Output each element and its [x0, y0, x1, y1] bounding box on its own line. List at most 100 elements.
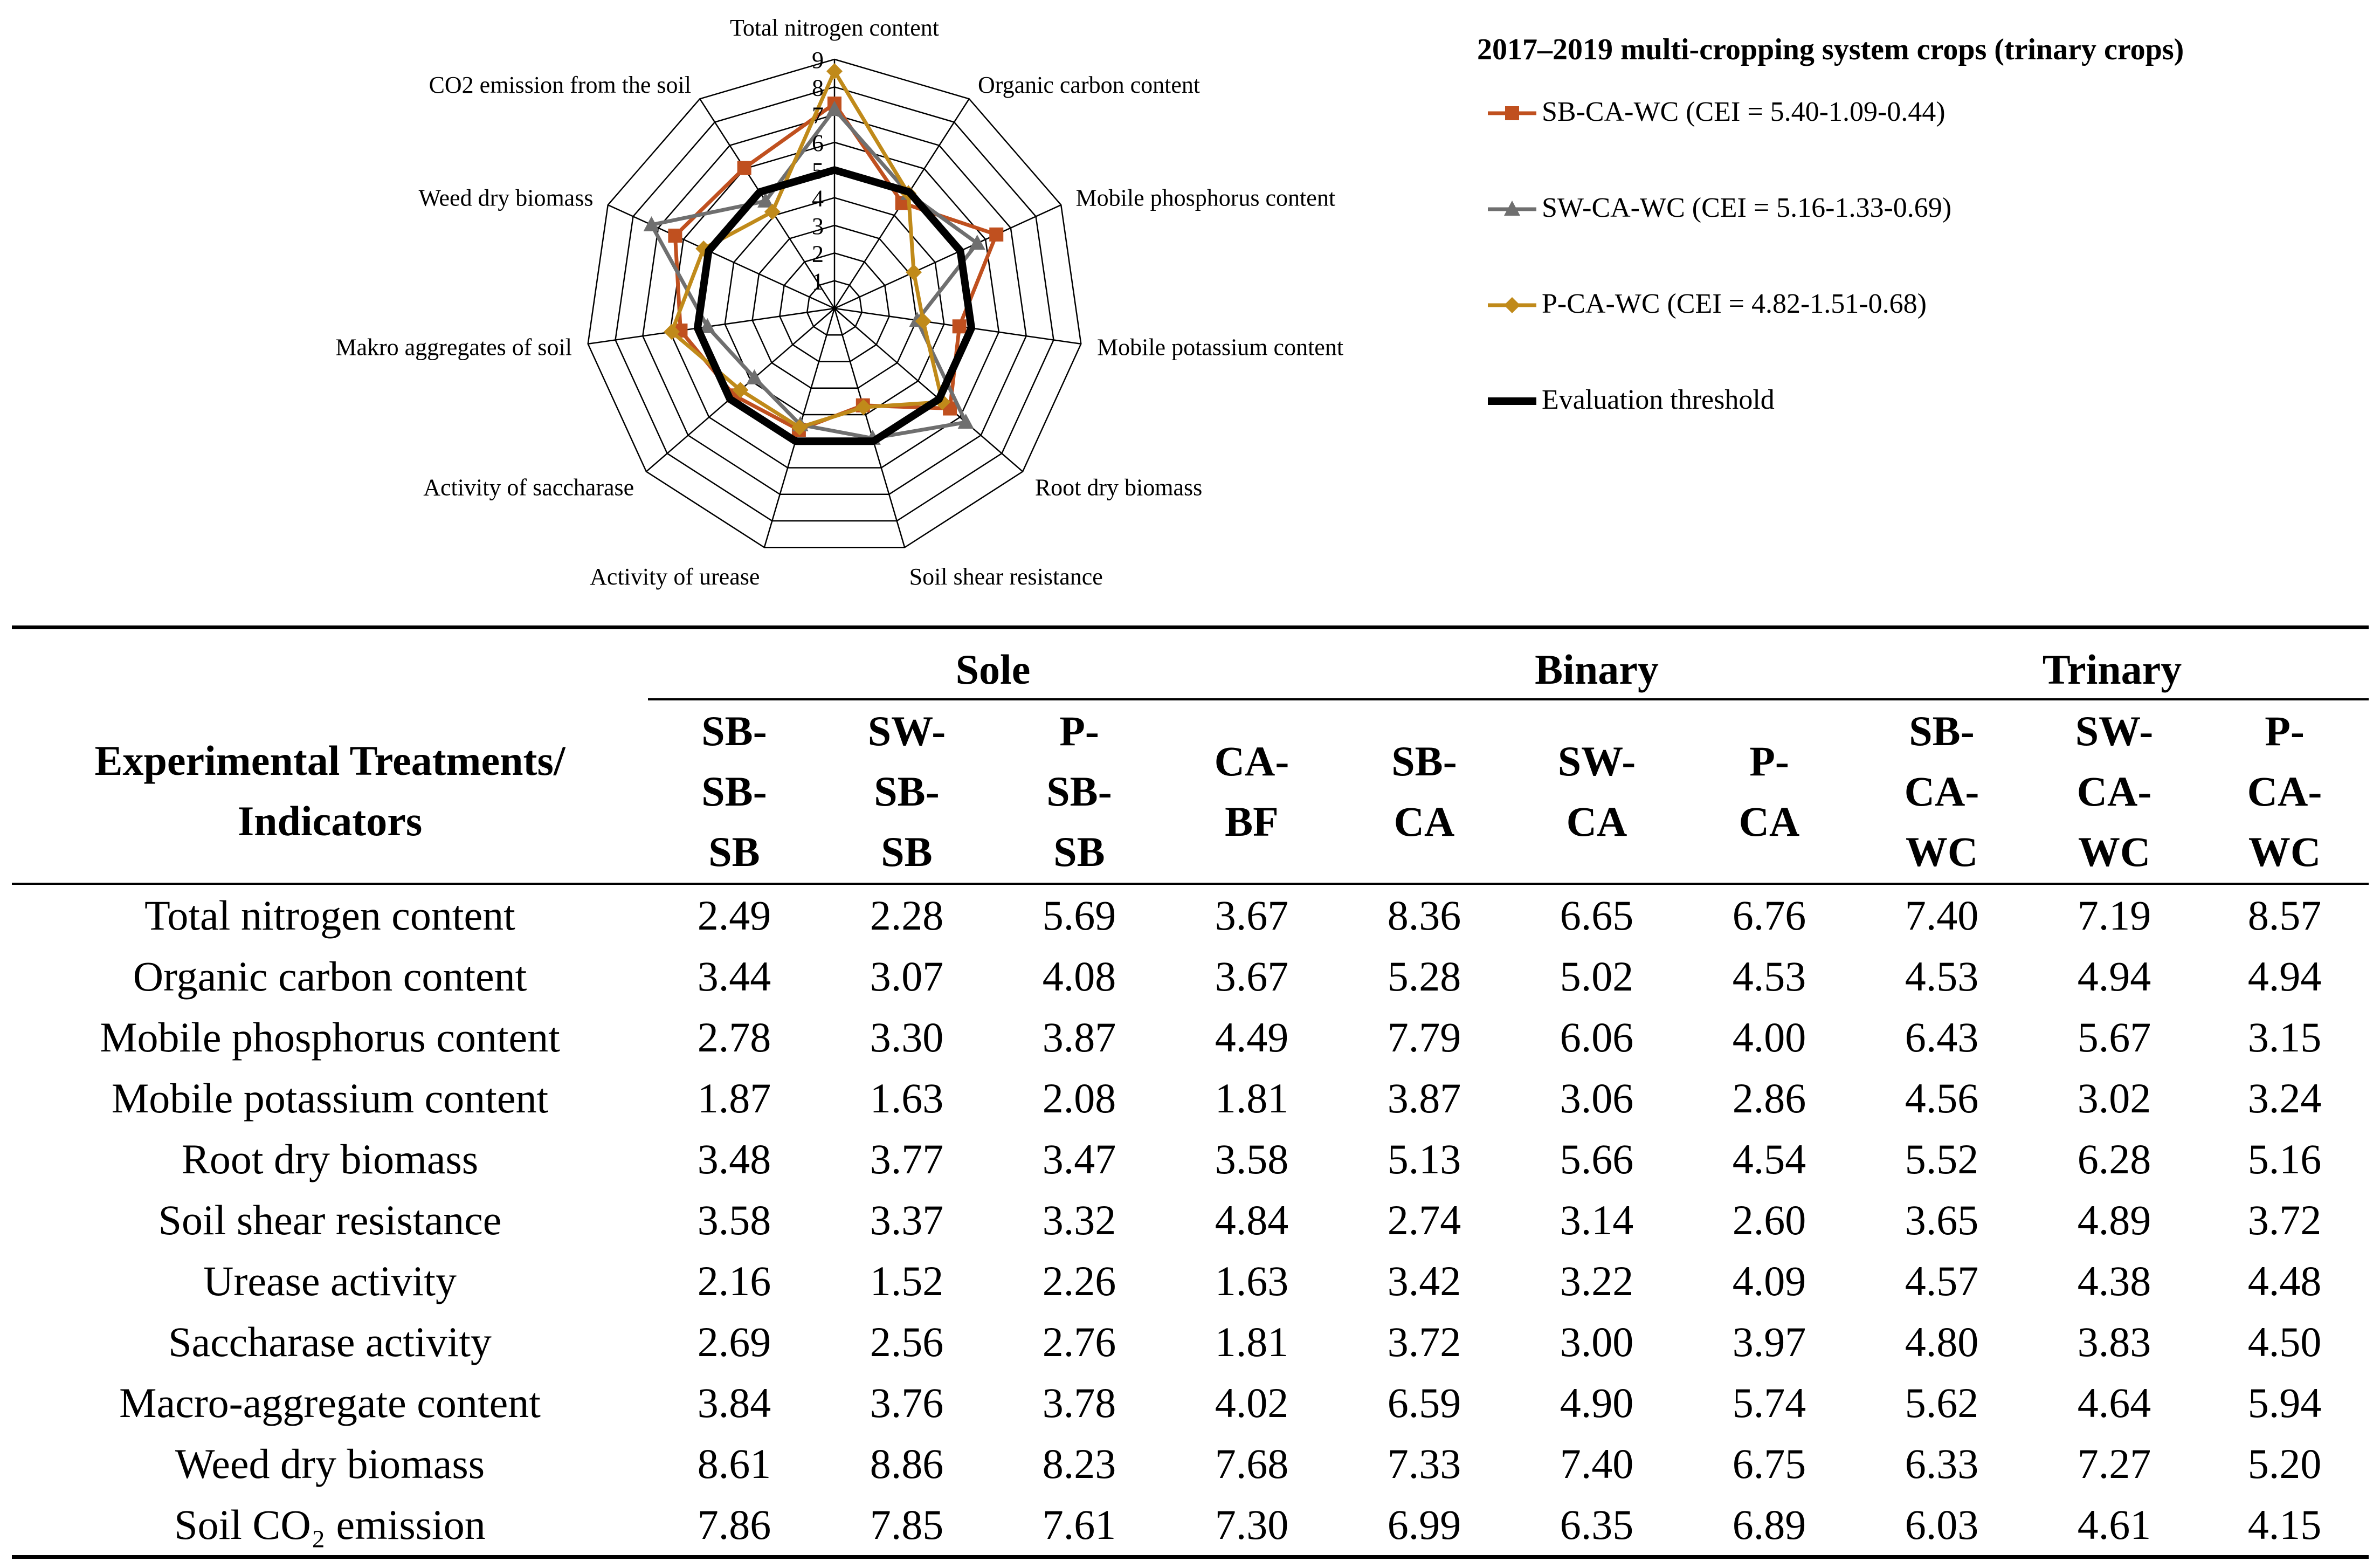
radar-grid: [587, 58, 1082, 548]
legend-symbol-2: [1488, 297, 1536, 313]
axis-label-makro-aggregates-of-soil: Makro aggregates of soil: [335, 334, 572, 360]
table-cell: 4.53: [1732, 952, 1806, 1000]
table-cell: 3.00: [1560, 1318, 1634, 1365]
table-cell: 3.58: [1215, 1135, 1289, 1182]
col-header-sw-ca-wc: SW- CA- WC: [2028, 699, 2200, 885]
axis-label-mobile-phosphorus-content: Mobile phosphorus content: [1076, 185, 1336, 211]
table-cell: 7.30: [1165, 1494, 1338, 1559]
table-cell: 4.56: [1905, 1074, 1979, 1122]
grid-spoke-3: [834, 204, 1061, 310]
table-cell: 2.26: [1042, 1257, 1116, 1304]
row-label: Mobile phosphorus content: [100, 1013, 560, 1061]
group-header-blank: [12, 625, 648, 699]
row-label: Weed dry biomass: [175, 1440, 485, 1487]
data-point-s0-10: [668, 229, 682, 243]
table-cell: 6.03: [1855, 1494, 2028, 1559]
table-cell: 2.28: [870, 891, 944, 939]
legend-symbols: [1488, 106, 1536, 405]
data-point-s1-10: [643, 216, 660, 231]
tick-label-5: 5: [812, 157, 824, 184]
table-cell: 8.86: [870, 1440, 944, 1487]
table-cell: 3.02: [2077, 1074, 2151, 1122]
indicator-table: Sole Binary Trinary Experimental Treatme…: [12, 625, 2369, 1559]
table-cell: 2.76: [1042, 1318, 1116, 1365]
table-cell: 5.16: [2247, 1135, 2322, 1182]
table-cell: 3.15: [2247, 1013, 2322, 1061]
axis-label-co2-emission-from-the-soil: CO2 emission from the soil: [429, 72, 691, 98]
table-cell: 4.00: [1732, 1013, 1806, 1061]
data-point-s2-1: [826, 63, 843, 80]
series-line-1: [650, 107, 979, 441]
col-header-sb-ca-wc: SB- CA- WC: [1855, 699, 2028, 885]
grid-ring-9: [587, 58, 1082, 548]
table-cell: 2.16: [697, 1257, 771, 1304]
table-cell: 6.76: [1732, 891, 1806, 939]
data-point-s0-4: [952, 319, 967, 334]
grid-ring-7: [642, 114, 1027, 496]
series-evaluation-threshold: [693, 166, 976, 445]
table-cell: 3.78: [1042, 1379, 1116, 1426]
data-point-s1-5: [957, 414, 974, 429]
col-header-sb-ca: SB- CA: [1338, 699, 1510, 885]
legend-symbol-1: [1488, 201, 1536, 216]
group-header-trinary: Trinary: [1855, 625, 2369, 700]
table-body: Total nitrogen content 2.49 2.28 5.69 3.67 8.…: [12, 884, 2369, 1559]
table-cell: 7.40: [1905, 891, 1979, 939]
table-cell: 2.08: [1042, 1074, 1116, 1122]
table-cell: 3.22: [1560, 1257, 1634, 1304]
table-cell: 3.67: [1215, 952, 1289, 1000]
col-header-sw-sb-sb: SW- SB- SB: [820, 699, 993, 885]
table-cell: 4.49: [1215, 1013, 1289, 1061]
table-cell: 5.02: [1560, 952, 1634, 1000]
table-cell: 1.81: [1215, 1318, 1289, 1365]
table-cell: 7.79: [1387, 1013, 1461, 1061]
row-label: Urease activity: [203, 1257, 457, 1304]
table-cell: 8.61: [697, 1440, 771, 1487]
table-cell: 6.65: [1560, 891, 1634, 939]
table-cell: 7.61: [993, 1494, 1165, 1559]
radar-series: [643, 63, 1004, 445]
table-cell: 3.65: [1905, 1196, 1979, 1243]
row-label: Saccharase activity: [168, 1318, 492, 1365]
data-point-s1-11: [757, 192, 774, 208]
table-cell: 3.07: [870, 952, 944, 1000]
legend-marker-1: [1504, 201, 1520, 216]
table-cell: 6.75: [1732, 1440, 1806, 1487]
data-point-s2-7: [791, 419, 808, 436]
table-cell: 3.97: [1732, 1318, 1806, 1365]
table-cell: 3.72: [2247, 1196, 2322, 1243]
table-cell: 7.33: [1387, 1440, 1461, 1487]
group-header-sole: Sole: [648, 625, 1338, 700]
tick-label-8: 8: [812, 74, 824, 101]
table-row: Soil CO₂ emission 7.86 7.85 7.61 7.30 6.99 6.3…: [12, 1494, 2369, 1559]
table-cell: 4.94: [2247, 952, 2322, 1000]
table-cell: 3.44: [697, 952, 771, 1000]
table-cell: 3.37: [870, 1196, 944, 1243]
table-cell: 4.90: [1560, 1379, 1634, 1426]
table-cell: 3.24: [2247, 1074, 2322, 1122]
table-cell: 3.14: [1560, 1196, 1634, 1243]
table-cell: 4.02: [1215, 1379, 1289, 1426]
table-cell: 6.59: [1387, 1379, 1461, 1426]
legend-symbol-0: [1488, 106, 1536, 120]
table-row: Root dry biomass 3.48 3.77 3.47 3.58 5.13 5.66…: [12, 1129, 2369, 1189]
table-cell: 6.43: [1905, 1013, 1979, 1061]
table-cell: 6.28: [2077, 1135, 2151, 1182]
data-point-s1-8: [746, 369, 763, 384]
table-cell: 5.13: [1387, 1135, 1461, 1182]
legend-label-threshold: Evaluation threshold: [1542, 384, 1775, 415]
table-cell: 4.61: [2028, 1494, 2200, 1559]
tick-label-6: 6: [812, 130, 824, 156]
table-cell: 2.56: [870, 1318, 944, 1365]
table-cell: 3.77: [870, 1135, 944, 1182]
legend-label-sw-ca-wc: SW-CA-WC (CEI = 5.16-1.33-0.69): [1542, 192, 1952, 223]
legend-title: 2017–2019 multi-cropping system crops (t…: [1477, 33, 2184, 66]
legend-marker-2: [1504, 297, 1520, 313]
axis-label-activity-of-saccharase: Activity of saccharase: [423, 475, 634, 501]
table-corner-header: Experimental Treatments/Indicators: [12, 699, 648, 885]
data-point-s2-6: [855, 399, 872, 416]
table-row: Weed dry biomass 8.61 8.86 8.23 7.68 7.33 7.40…: [12, 1433, 2369, 1494]
table-cell: 8.23: [1042, 1440, 1116, 1487]
table-row: Saccharase activity 2.69 2.56 2.76 1.81 3.72 3…: [12, 1311, 2369, 1372]
